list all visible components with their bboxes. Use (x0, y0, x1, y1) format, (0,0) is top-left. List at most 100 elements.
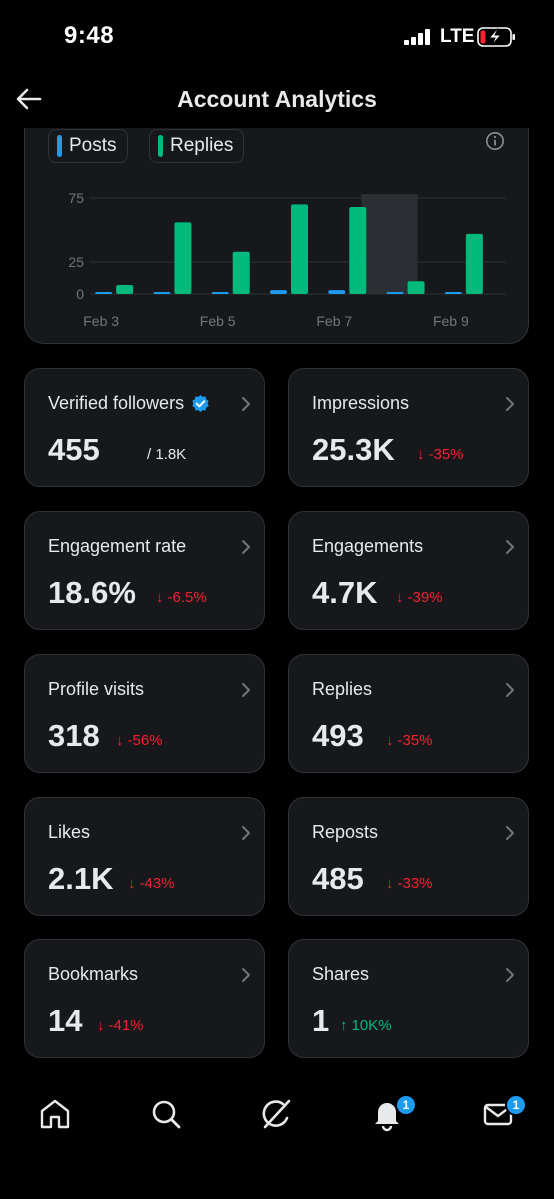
likes-value: 2.1K (48, 861, 114, 896)
change-value: -41% (108, 1017, 144, 1034)
bar-replies (116, 285, 134, 294)
bookmarks-label: Bookmarks (48, 964, 139, 984)
engagements-label: Engagements (312, 536, 424, 556)
y-tick-label: 0 (76, 286, 84, 302)
bookmarks-value: 14 (48, 1003, 83, 1038)
back-arrow-icon[interactable] (14, 84, 44, 114)
profile-visits-label: Profile visits (48, 679, 145, 699)
card-likes[interactable]: Likes 2.1K ↓ -43% (24, 797, 265, 916)
card-replies[interactable]: Replies 493 ↓ -35% (288, 654, 529, 773)
notifications-bell-icon[interactable] (369, 1096, 405, 1132)
bar-posts (270, 290, 287, 294)
replies-label: Replies (312, 679, 373, 699)
change-value: -6.5% (167, 589, 207, 606)
bar-posts (328, 290, 346, 294)
card-shares[interactable]: Shares 1 ↑ 10K% (288, 939, 529, 1058)
grok-icon[interactable] (259, 1096, 295, 1132)
cellular-signal-icon (404, 29, 434, 45)
card-engagements[interactable]: Engagements 4.7K ↓ -39% (288, 511, 529, 630)
engagement-rate-label: Engagement rate (48, 536, 187, 556)
change-value: 10K% (351, 1017, 392, 1034)
card-verified-followers[interactable]: Verified followers 455 / 1.8K (24, 368, 265, 487)
bar-posts (386, 292, 404, 294)
card-impressions[interactable]: Impressions 25.3K ↓ -35% (288, 368, 529, 487)
x-tick-label: Feb 3 (83, 313, 119, 329)
replies-value: 493 (312, 718, 364, 753)
down-arrow-icon: ↓ (386, 732, 394, 749)
down-arrow-icon: ↓ (156, 589, 164, 606)
down-arrow-icon: ↓ (386, 875, 394, 892)
bar-posts (153, 292, 171, 294)
bar-replies (174, 222, 192, 294)
change-value: -43% (139, 875, 175, 892)
battery-charging-icon (477, 27, 515, 47)
chevron-right-icon (506, 397, 514, 411)
legend-posts-label: Posts (69, 135, 117, 156)
profile-visits-change: ↓ -56% (116, 732, 163, 749)
legend-replies-label: Replies (170, 135, 234, 156)
bookmarks-change: ↓ -41% (97, 1017, 144, 1034)
legend-posts[interactable]: Posts (48, 129, 128, 163)
card-reposts[interactable]: Reposts 485 ↓ -33% (288, 797, 529, 916)
down-arrow-icon: ↓ (97, 1017, 105, 1034)
chevron-right-icon (242, 540, 250, 554)
chart-hover-highlight (361, 194, 418, 294)
card-engagement-rate[interactable]: Engagement rate 18.6% ↓ -6.5% (24, 511, 265, 630)
shares-value: 1 (312, 1003, 330, 1038)
status-bar: 9:48 LTE (0, 0, 554, 72)
x-tick-label: Feb 9 (433, 313, 469, 329)
bar-posts (211, 292, 229, 294)
change-value: -35% (397, 732, 433, 749)
bar-replies (465, 233, 483, 294)
activity-chart-card (24, 128, 529, 344)
network-label: LTE (440, 26, 475, 47)
bar-posts (95, 292, 113, 294)
info-icon[interactable] (485, 131, 505, 151)
verified-followers-total: / 1.8K (147, 446, 187, 463)
down-arrow-icon: ↓ (128, 875, 136, 892)
y-tick-label: 25 (68, 254, 84, 270)
likes-change: ↓ -43% (128, 875, 175, 892)
change-value: -33% (397, 875, 433, 892)
change-value: -39% (407, 589, 443, 606)
card-profile-visits[interactable]: Profile visits 318 ↓ -56% (24, 654, 265, 773)
bar-posts (444, 292, 462, 294)
x-tick-label: Feb 5 (200, 313, 236, 329)
bar-replies (232, 251, 250, 294)
page-title: Account Analytics (177, 86, 377, 112)
shares-label: Shares (312, 964, 370, 984)
notifications-badge: 1 (395, 1094, 417, 1116)
chevron-right-icon (242, 397, 250, 411)
legend-replies[interactable]: Replies (149, 129, 245, 163)
chevron-right-icon (242, 683, 250, 697)
legend-posts-swatch (57, 135, 62, 157)
verified-followers-value: 455 (48, 432, 100, 467)
bar-replies (349, 206, 367, 294)
engagement-rate-change: ↓ -6.5% (156, 589, 207, 606)
bar-chart: 75 25 0 Feb 3 Feb 5 Feb 7 Feb 9 (68, 190, 506, 329)
home-icon[interactable] (37, 1096, 73, 1132)
chevron-right-icon (506, 968, 514, 982)
verified-followers-label: Verified followers (48, 393, 185, 413)
card-label: Verified followers (48, 393, 210, 414)
shares-change: ↑ 10K% (340, 1017, 392, 1034)
reposts-value: 485 (312, 861, 364, 896)
x-tick-label: Feb 7 (316, 313, 352, 329)
legend-replies-swatch (158, 135, 163, 157)
chevron-right-icon (506, 683, 514, 697)
down-arrow-icon: ↓ (417, 446, 425, 463)
down-arrow-icon: ↓ (116, 732, 124, 749)
verified-badge-icon (192, 394, 209, 413)
impressions-change: ↓ -35% (417, 446, 464, 463)
replies-change: ↓ -35% (386, 732, 433, 749)
chevron-right-icon (506, 540, 514, 554)
bar-replies (407, 281, 425, 294)
engagement-rate-value: 18.6% (48, 575, 136, 610)
engagements-change: ↓ -39% (396, 589, 443, 606)
y-tick-label: 75 (68, 190, 84, 206)
top-bar: Account Analytics (0, 72, 554, 128)
search-icon[interactable] (148, 1096, 184, 1132)
card-bookmarks[interactable]: Bookmarks 14 ↓ -41% (24, 939, 265, 1058)
change-value: -35% (428, 446, 464, 463)
chevron-right-icon (506, 826, 514, 840)
